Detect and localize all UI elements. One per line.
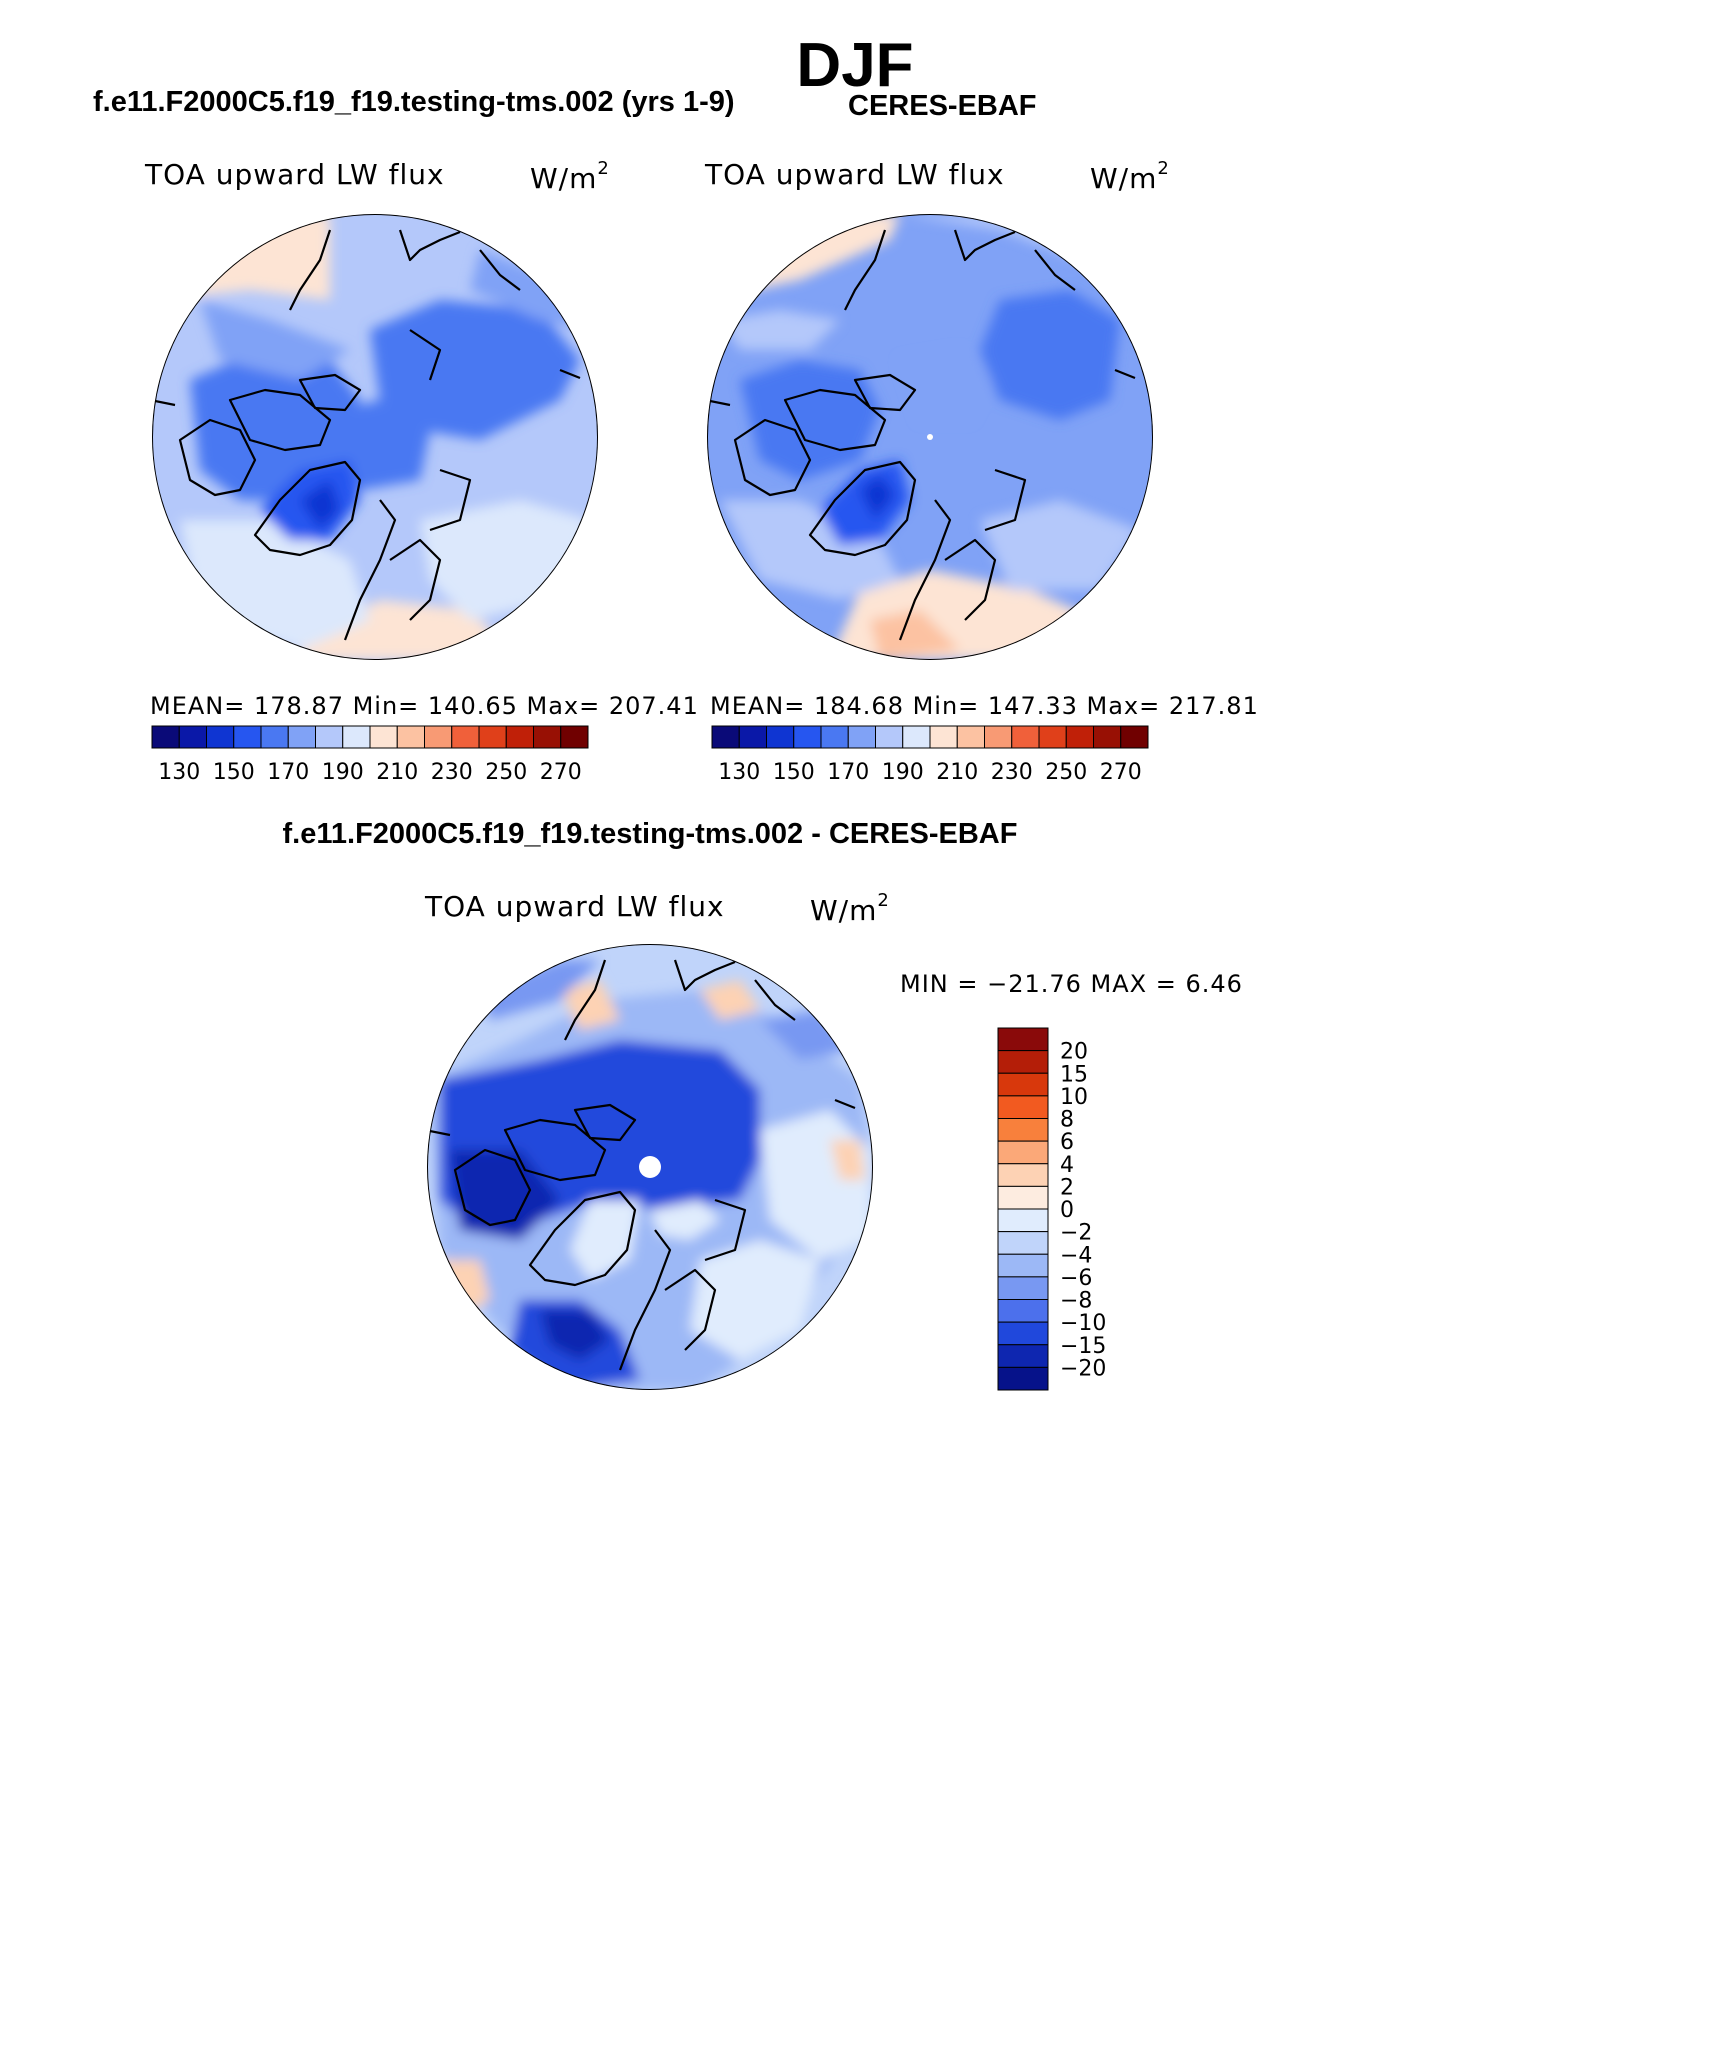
colorbar-box	[997, 1118, 1049, 1142]
season-title: DJF	[796, 31, 914, 100]
colorbar-box	[929, 725, 958, 749]
colorbar-box	[1120, 725, 1149, 749]
model-stats: MEAN= 178.87 Min= 140.65 Max= 207.41	[150, 692, 699, 720]
model-variable-label: TOA upward LW flux	[145, 158, 445, 191]
colorbar-box	[956, 725, 985, 749]
colorbar-tick-label: 210	[936, 760, 978, 785]
colorbar-box	[997, 1231, 1049, 1255]
colorbar-box	[424, 725, 453, 749]
colorbar-tick-label: 170	[267, 760, 309, 785]
obs-variable-label: TOA upward LW flux	[705, 158, 1005, 191]
colorbar-box	[847, 725, 876, 749]
colorbar-box	[875, 725, 904, 749]
colorbar-box	[287, 725, 316, 749]
colorbar-box	[738, 725, 767, 749]
colorbar-box	[711, 725, 740, 749]
colorbar-tick-label: 270	[1100, 760, 1142, 785]
colorbar-box	[315, 725, 344, 749]
model-case-title: f.e11.F2000C5.f19_f19.testing-tms.002 (y…	[93, 86, 735, 118]
colorbar-box	[997, 1140, 1049, 1165]
colorbar-box	[151, 725, 180, 749]
colorbar-box	[451, 725, 480, 749]
colorbar-box	[997, 1050, 1049, 1074]
colorbar-box	[902, 725, 931, 749]
colorbar-box	[342, 725, 371, 749]
obs-case-title: CERES-EBAF	[848, 90, 1037, 122]
colorbar-tick-label: 230	[431, 760, 473, 785]
model-colorbar: 130 150 170 190 210 230 250 270	[151, 725, 589, 785]
colorbar-box	[997, 1299, 1049, 1323]
colorbar-box	[533, 725, 562, 749]
colorbar-tick-label: 150	[213, 760, 255, 785]
colorbar-tick-label: 4	[1060, 1153, 1074, 1178]
colorbar-tick-label: 15	[1060, 1062, 1088, 1087]
colorbar-box	[396, 725, 425, 749]
diff-variable-label: TOA upward LW flux	[425, 890, 725, 923]
colorbar-box	[1093, 725, 1122, 749]
diff-minmax: MIN = −21.76 MAX = 6.46	[900, 970, 1243, 998]
colorbar-box	[997, 1072, 1049, 1097]
colorbar-tick-label: 0	[1060, 1198, 1074, 1223]
diff-title: f.e11.F2000C5.f19_f19.testing-tms.002 - …	[282, 818, 1018, 850]
colorbar-tick-label: 250	[485, 760, 527, 785]
colorbar-tick-label: 190	[322, 760, 364, 785]
model-map	[152, 214, 598, 660]
colorbar-tick-label: 2	[1060, 1175, 1074, 1200]
obs-units-label: W/m2	[1090, 158, 1170, 195]
colorbar-box	[997, 1366, 1049, 1391]
colorbar-box	[997, 1276, 1049, 1300]
colorbar-tick-label: −20	[1060, 1356, 1106, 1381]
colorbar-box	[997, 1163, 1049, 1187]
obs-colorbar: 130 150 170 190 210 230 250 270	[711, 725, 1149, 785]
colorbar-box	[997, 1253, 1049, 1278]
colorbar-box	[984, 725, 1013, 749]
obs-stats: MEAN= 184.68 Min= 147.33 Max= 217.81	[710, 692, 1259, 720]
diff-units-label: W/m2	[810, 890, 890, 927]
colorbar-box	[1065, 725, 1094, 749]
model-units-label: W/m2	[530, 158, 610, 195]
colorbar-box	[233, 725, 262, 749]
colorbar-tick-label: 250	[1045, 760, 1087, 785]
colorbar-tick-label: 6	[1060, 1130, 1074, 1155]
colorbar-tick-label: −10	[1060, 1311, 1106, 1336]
colorbar-tick-label: 270	[540, 760, 582, 785]
colorbar-tick-label: −6	[1060, 1266, 1092, 1291]
colorbar-box	[793, 725, 822, 749]
colorbar-box	[1011, 725, 1040, 749]
colorbar-box	[997, 1095, 1049, 1119]
colorbar-box	[178, 725, 207, 749]
colorbar-box	[369, 725, 398, 749]
colorbar-tick-label: −8	[1060, 1289, 1092, 1314]
colorbar-tick-label: 10	[1060, 1085, 1088, 1110]
colorbar-box	[478, 725, 507, 749]
colorbar-box	[560, 725, 589, 749]
colorbar-box	[505, 725, 534, 749]
colorbar-box	[997, 1344, 1049, 1368]
colorbar-tick-label: 230	[991, 760, 1033, 785]
colorbar-tick-label: 190	[882, 760, 924, 785]
colorbar-box	[260, 725, 289, 749]
colorbar-box	[820, 725, 849, 749]
colorbar-tick-label: 20	[1060, 1040, 1088, 1065]
colorbar-tick-label: 8	[1060, 1108, 1074, 1133]
colorbar-tick-label: 210	[376, 760, 418, 785]
colorbar-box	[997, 1208, 1049, 1233]
colorbar-box	[997, 1185, 1049, 1210]
colorbar-tick-label: −2	[1060, 1221, 1092, 1246]
colorbar-tick-label: −15	[1060, 1334, 1106, 1359]
colorbar-tick-label: 130	[718, 760, 760, 785]
obs-map	[707, 214, 1153, 660]
colorbar-box	[766, 725, 795, 749]
colorbar-box	[997, 1027, 1049, 1052]
colorbar-tick-label: −4	[1060, 1243, 1092, 1268]
colorbar-tick-label: 130	[158, 760, 200, 785]
colorbar-box	[1038, 725, 1067, 749]
colorbar-tick-label: 170	[827, 760, 869, 785]
diff-map	[427, 944, 873, 1390]
colorbar-box	[206, 725, 235, 749]
colorbar-box	[997, 1321, 1049, 1346]
colorbar-tick-label: 150	[773, 760, 815, 785]
